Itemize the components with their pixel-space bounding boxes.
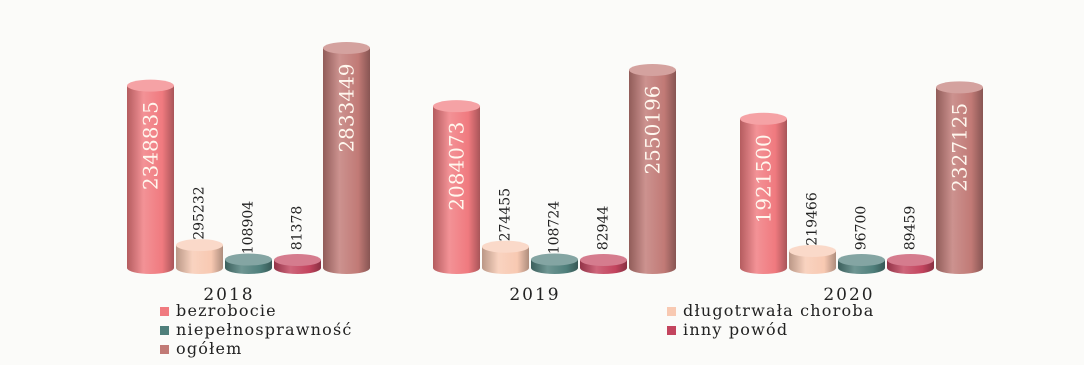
bar-base (740, 262, 787, 274)
data-label-ogolem-2018: 2833449 (335, 63, 359, 152)
bar-top (127, 79, 174, 92)
legend-item-niepelnosprawnosc: niepełnosprawność (160, 320, 353, 339)
legend-label: długotrwała choroba (683, 301, 875, 320)
data-label-niepelnosprawnosc-2020: 96700 (854, 206, 870, 251)
bar-niepelnosprawnosc-2019 (531, 253, 578, 274)
data-label-dlugotrwala-choroba-2019: 274455 (498, 188, 514, 241)
bar-base (789, 262, 836, 274)
bar-inny-powod-2019 (580, 254, 627, 274)
bar-top (629, 63, 676, 76)
bar-body (127, 85, 174, 268)
bar-base (323, 262, 370, 274)
bar-ogolem-2018 (323, 42, 370, 274)
bar-top (887, 254, 934, 266)
data-label-bezrobocie-2020: 1921500 (752, 134, 776, 223)
bar-top (936, 81, 983, 94)
bar-bezrobocie-2018 (127, 79, 174, 274)
bar-body (936, 87, 983, 269)
legend-item-inny-powod: inny powód (667, 320, 788, 339)
x-tick-label-2020: 2020 (823, 285, 874, 305)
bar-top (580, 254, 627, 266)
legend-swatch (667, 326, 676, 335)
legend: bezrobocie długotrwała choroba niepełnospr… (160, 301, 875, 358)
bar-inny-powod-2020 (887, 254, 934, 274)
bar-top (838, 254, 885, 266)
bar-base (127, 262, 174, 274)
legend-label: inny powód (683, 320, 788, 339)
bar-top (482, 240, 529, 253)
data-label-dlugotrwala-choroba-2018: 295232 (192, 186, 208, 239)
bar-dlugotrwala-choroba-2019 (482, 240, 529, 274)
x-axis-ticks: 2018 2019 2020 (203, 285, 874, 305)
bar-ogolem-2020 (936, 81, 983, 274)
bar-top (225, 253, 272, 266)
data-label-bezrobocie-2019: 2084073 (445, 122, 469, 211)
bar-top (274, 254, 321, 266)
bars-layer (127, 42, 983, 274)
bar-ogolem-2019 (629, 63, 676, 274)
data-label-inny-powod-2020: 89459 (903, 206, 919, 251)
legend-item-ogolem: ogółem (160, 339, 243, 358)
bar-top (531, 253, 578, 266)
legend-swatch (667, 307, 676, 316)
legend-label: niepełnosprawność (176, 320, 353, 339)
legend-label: bezrobocie (176, 301, 277, 320)
bar-base (629, 262, 676, 274)
bar-body (740, 118, 787, 268)
legend-swatch (160, 307, 169, 316)
data-label-inny-powod-2019: 82944 (596, 206, 612, 251)
bar-body (433, 106, 480, 268)
bar-base (482, 262, 529, 274)
bar-top (789, 244, 836, 257)
bar-top (323, 42, 370, 54)
bar-body (482, 246, 529, 268)
legend-item-dlugotrwala-choroba: długotrwała choroba (667, 301, 875, 320)
bar-niepelnosprawnosc-2020 (838, 254, 885, 274)
data-label-ogolem-2019: 2550196 (641, 85, 665, 174)
bar-top (740, 112, 787, 125)
bar-bezrobocie-2019 (433, 100, 480, 274)
data-label-dlugotrwala-choroba-2020: 219466 (805, 192, 821, 246)
bar-body (176, 245, 223, 268)
x-tick-label-2018: 2018 (203, 285, 254, 305)
bar-base (433, 262, 480, 274)
data-label-niepelnosprawnosc-2018: 108904 (241, 201, 257, 255)
legend-swatch (160, 345, 169, 354)
bar-base (225, 262, 272, 274)
bar-base (531, 262, 578, 274)
bar-top (433, 100, 480, 113)
legend-label: ogółem (176, 339, 243, 358)
bar-bezrobocie-2020 (740, 112, 787, 274)
legend-item-bezrobocie: bezrobocie (160, 301, 277, 320)
data-label-bezrobocie-2018: 2348835 (139, 101, 163, 190)
legend-swatch (160, 326, 169, 335)
data-label-niepelnosprawnosc-2019: 108724 (547, 201, 563, 255)
data-label-ogolem-2020: 2327125 (948, 103, 972, 192)
bar-dlugotrwala-choroba-2018 (176, 239, 223, 274)
bar-body (323, 48, 370, 268)
bar-niepelnosprawnosc-2018 (225, 253, 272, 274)
x-tick-label-2019: 2019 (509, 285, 560, 305)
bar-base (176, 262, 223, 274)
bar-body (629, 69, 676, 269)
bar-base (936, 262, 983, 274)
bar-dlugotrwala-choroba-2020 (789, 244, 836, 274)
data-label-inny-powod-2018: 81378 (290, 206, 306, 251)
data-labels-layer: 2348835 295232 108904 81378 2833449 2084073 27… (139, 63, 972, 254)
bar-top (176, 239, 223, 252)
bar-inny-powod-2018 (274, 254, 321, 274)
